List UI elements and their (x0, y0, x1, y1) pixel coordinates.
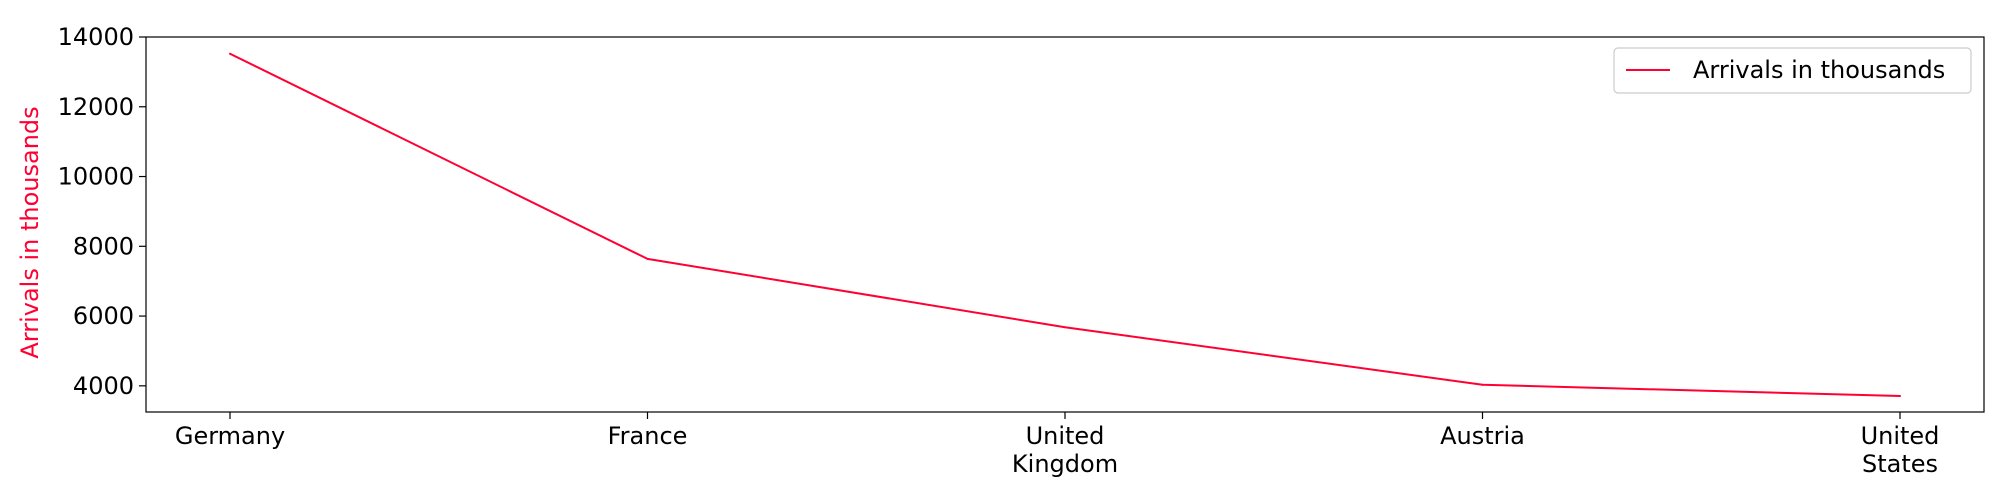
y-tick-label: 8000 (73, 232, 134, 260)
legend-box (1613, 47, 1972, 94)
x-tick-label: France (608, 422, 688, 450)
y-tick-label: 14000 (58, 23, 134, 51)
x-tick-label: Germany (175, 422, 285, 450)
series-layer (229, 52, 1901, 397)
x-axis: Germany France United Kingdom Austria United S… (175, 412, 1940, 478)
data-point (646, 257, 649, 260)
y-tick-label: 10000 (58, 163, 134, 191)
y-tick-label: 12000 (58, 93, 134, 121)
y-tick-label: 4000 (73, 372, 134, 400)
data-point (1064, 326, 1066, 329)
data-point (1899, 394, 1901, 397)
series-line (229, 52, 1901, 397)
data-point (1481, 383, 1484, 386)
y-axis-label: Arrivals in thousands (16, 106, 44, 358)
y-axis: 4000 6000 8000 10000 12000 14000 (58, 23, 146, 400)
y-tick-label: 6000 (73, 302, 134, 330)
legend-label: Arrivals in thousands (1693, 56, 1945, 84)
legend: Arrivals in thousands (1613, 47, 1972, 94)
x-tick-label: United Kingdom (1012, 422, 1118, 478)
x-tick-label: Austria (1440, 422, 1525, 450)
x-tick-label: United States (1861, 422, 1940, 478)
data-point (229, 52, 231, 55)
